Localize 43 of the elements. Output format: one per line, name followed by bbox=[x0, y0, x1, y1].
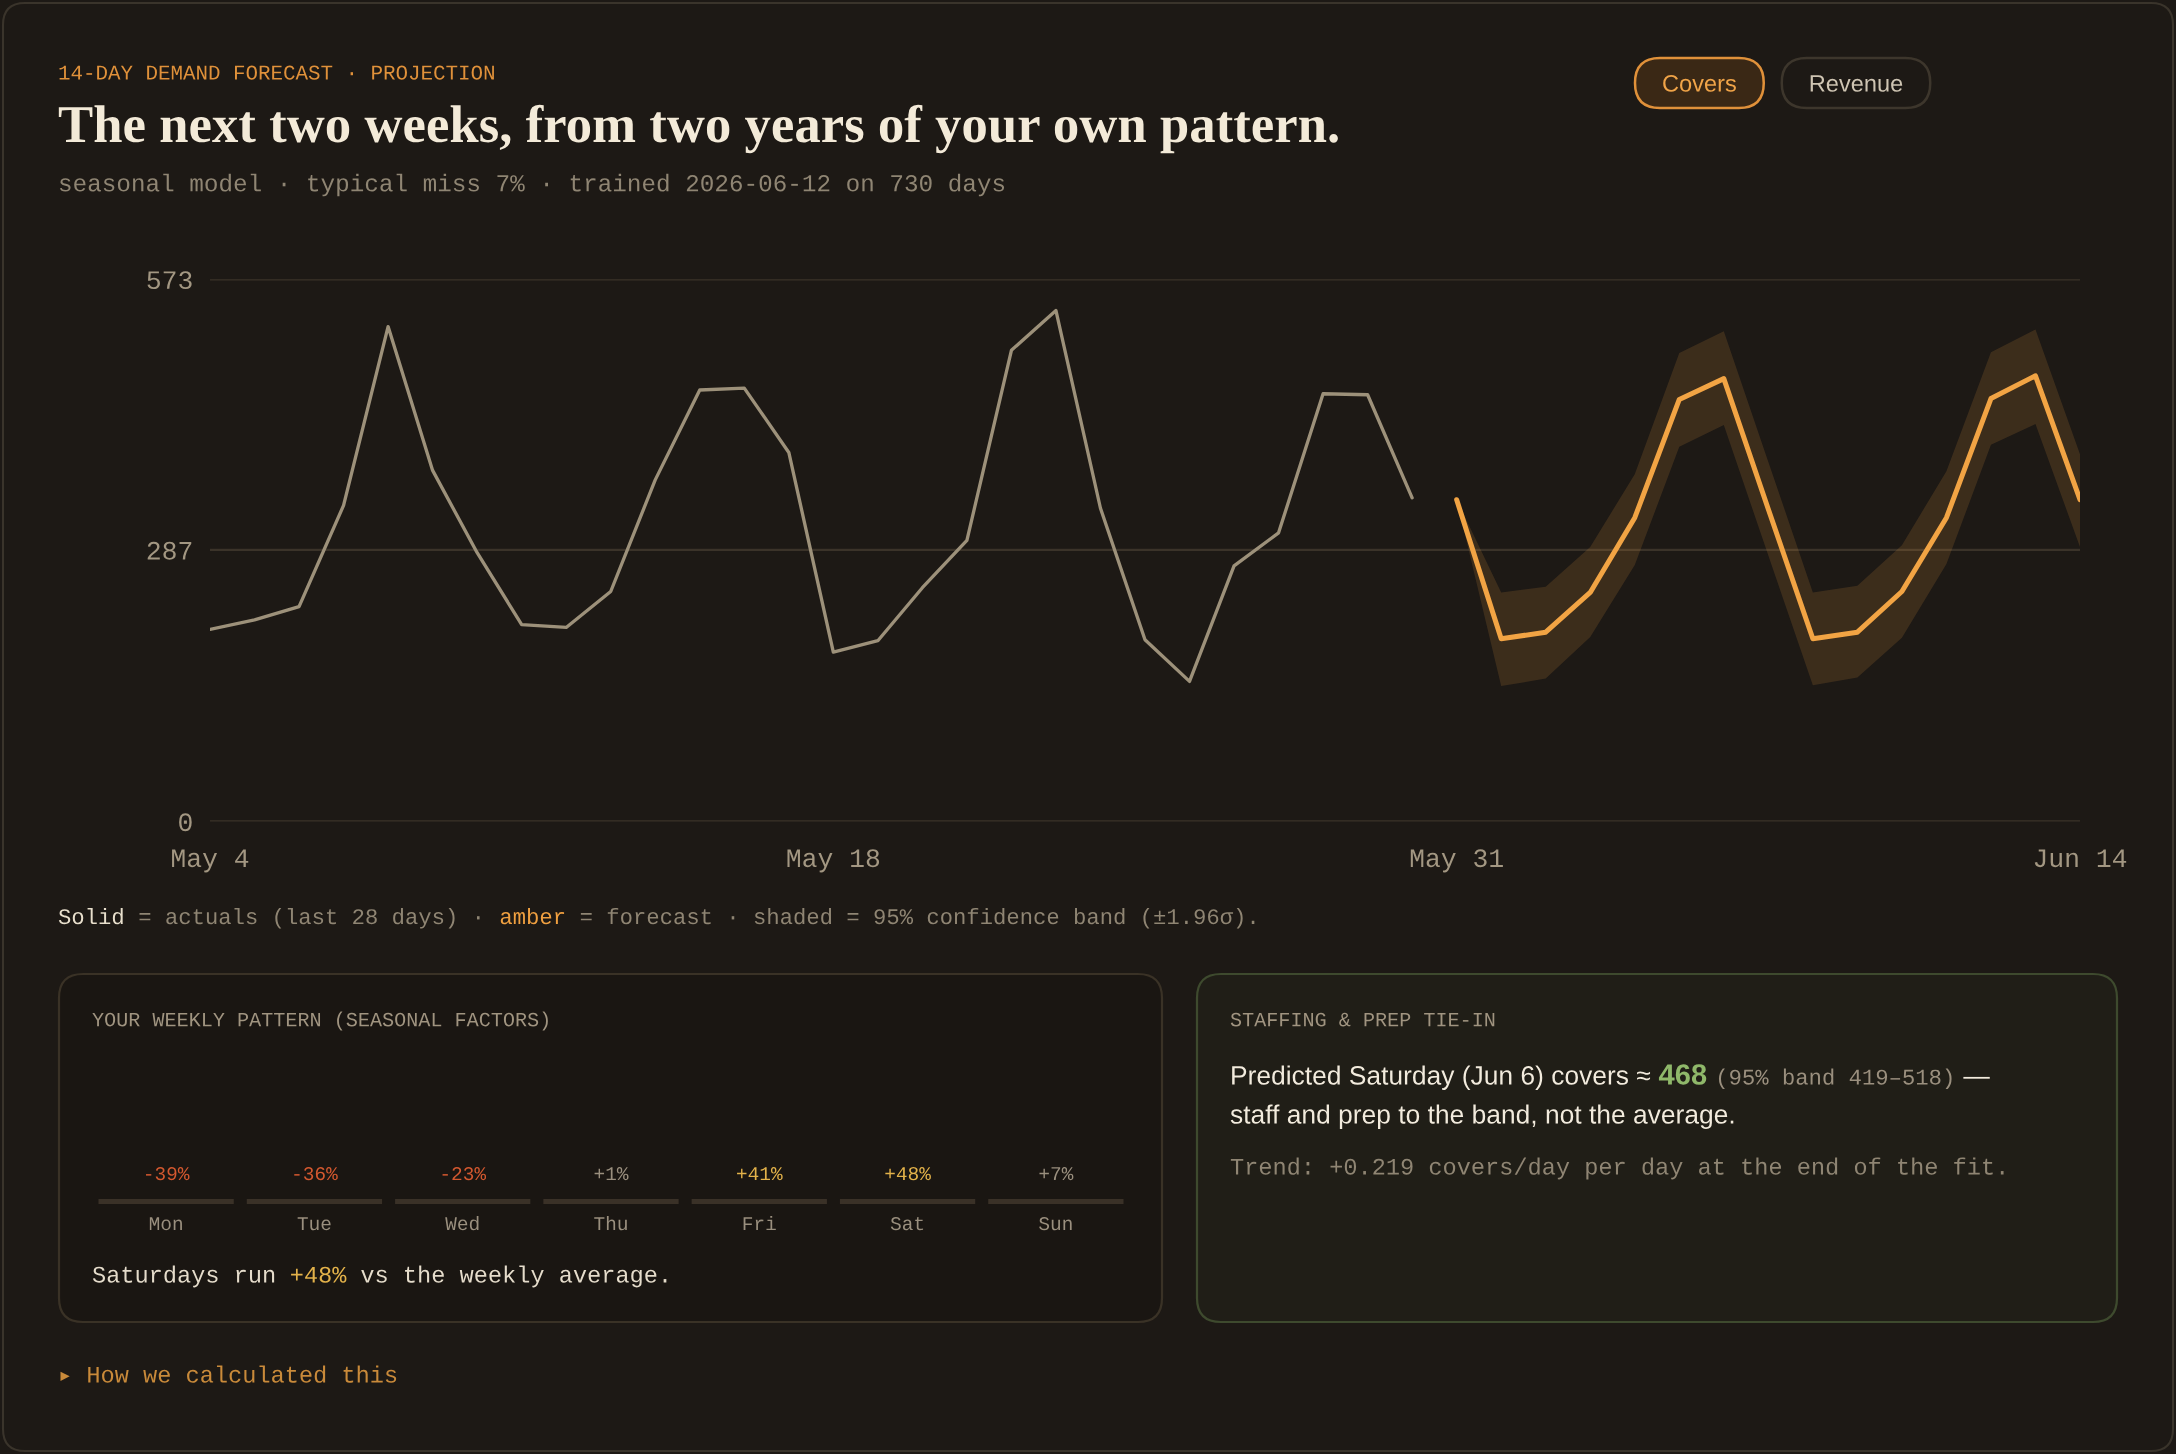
text: -23% bbox=[442, 1167, 487, 1181]
text: -36% bbox=[294, 1167, 338, 1181]
category-label: Sun bbox=[1039, 1217, 1072, 1231]
chart-title: The next two weeks, from two years of your own pattern. bbox=[58, 104, 1338, 154]
x-tick-label: May 18 bbox=[787, 849, 880, 873]
text: Predicted Saturday (Jun 6) covers ≈ bbox=[1232, 1065, 1651, 1090]
text: 468 bbox=[1658, 1064, 1707, 1085]
text: +48% bbox=[291, 1266, 347, 1283]
text: STAFFING & PREP TIE-IN bbox=[1230, 1012, 1495, 1027]
text: 14-DAY DEMAND FORECAST · PROJECTION bbox=[59, 65, 494, 80]
category-label: Sat bbox=[890, 1217, 924, 1231]
text: amber bbox=[500, 907, 565, 925]
chart-subtitle: seasonal model · typical miss 7% · trained 2026-06-12 on 730 days bbox=[59, 173, 1005, 197]
text: +1% bbox=[594, 1167, 629, 1181]
text: vs the weekly average. bbox=[361, 1265, 667, 1288]
text: Saturdays run bbox=[92, 1265, 275, 1288]
line-series bbox=[210, 308, 1414, 684]
x-tick-label: May 31 bbox=[1410, 849, 1503, 873]
text: -39% bbox=[145, 1167, 190, 1181]
text: Covers bbox=[1663, 75, 1736, 92]
text: Revenue bbox=[1810, 75, 1903, 92]
category-label: Wed bbox=[445, 1215, 479, 1231]
category-label: Tue bbox=[297, 1217, 331, 1231]
text: +7% bbox=[1039, 1167, 1074, 1181]
text: (95% band 419–518) bbox=[1718, 1068, 1952, 1090]
text: +48% bbox=[885, 1167, 931, 1181]
text: Trend: +0.219 covers/day per day at the end of the fit. bbox=[1230, 1157, 2004, 1180]
category-label: Thu bbox=[594, 1215, 627, 1231]
category-label: Fri bbox=[743, 1215, 776, 1231]
text: Solid bbox=[58, 907, 123, 925]
category-label: Mon bbox=[149, 1217, 182, 1231]
text: staff and prep to the band, not the average. bbox=[1230, 1104, 1734, 1129]
text: ▸ How we calculated this bbox=[60, 1365, 397, 1383]
y-tick-label: 573 bbox=[147, 271, 192, 290]
x-tick-label: May 4 bbox=[172, 849, 249, 873]
text: = actuals (last 28 days) · bbox=[139, 907, 480, 929]
text: +41% bbox=[737, 1167, 783, 1181]
x-tick-label: Jun 14 bbox=[2034, 849, 2127, 868]
y-tick-label: 0 bbox=[179, 813, 192, 832]
y-tick-label: 287 bbox=[147, 541, 192, 560]
text: YOUR WEEKLY PATTERN (SEASONAL FACTORS) bbox=[92, 1011, 548, 1031]
text: = forecast · shaded = 95% confidence band (±1.96σ). bbox=[580, 907, 1255, 929]
text: — bbox=[1963, 1076, 1990, 1079]
